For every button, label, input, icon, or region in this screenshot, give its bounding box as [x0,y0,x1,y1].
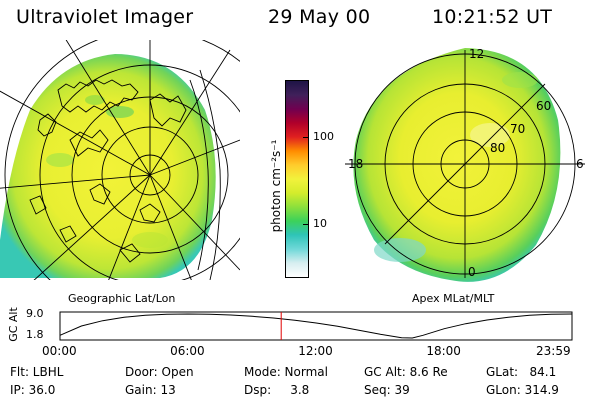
info-gain: Gain: 13 [125,383,176,397]
info-ip: IP: 36.0 [10,383,56,397]
apex-polar-plot: 12 18 6 0 60 70 80 Apex MLat/MLT [345,47,585,305]
date-label: 29 May 00 [268,6,371,28]
info-dsp: Dsp: 3.8 [244,383,310,397]
timeline-xtick-label: 23:59 [536,344,571,358]
mlt-label-6: 6 [576,157,584,171]
geo-panel-label: Geographic Lat/Lon [68,292,175,305]
mlat-label-70: 70 [510,122,525,136]
colorbar-tick-mark [303,136,309,138]
mlt-label-12: 12 [469,47,484,61]
instrument-title: Ultraviolet Imager [16,6,194,28]
timeline-xtick-label: 06:00 [170,344,205,358]
geographic-map: Geographic Lat/Lon [0,40,240,305]
info-glon: GLon: 314.9 [486,383,559,397]
info-seq: Seq: 39 [364,383,410,397]
colorbar-gradient [286,81,308,277]
colorbar-tick-label: 10 [313,216,327,230]
time-label: 10:21:52 UT [432,6,553,28]
altitude-curve [59,313,573,339]
info-glat: GLat: 84.1 [486,365,557,379]
info-gcalt: GC Alt: 8.6 Re [364,365,448,379]
mlt-label-18: 18 [348,157,363,171]
timeline-xtick-label: 00:00 [42,344,77,358]
info-mode: Mode: Normal [244,365,328,379]
timeline-xtick-label: 12:00 [298,344,333,358]
geo-emission-region [0,54,216,278]
info-door: Door: Open [125,365,194,379]
mlt-label-0: 0 [468,265,476,279]
colorbar-tick-mark [303,223,309,225]
mlat-label-80: 80 [490,141,505,155]
colorbar-unit-label: photon cm⁻²s⁻¹ [269,139,283,233]
colorbar-tick-label: 100 [313,129,334,143]
timeline-ymin-label: 1.8 [26,328,44,341]
timeline-ymax-label: 9.0 [26,307,44,320]
info-flt: Flt: LBHL [10,365,64,379]
apex-panel-label: Apex MLat/MLT [412,292,495,305]
timeline-xtick-label: 18:00 [426,344,461,358]
timeline-ylabel: GC Alt [6,307,20,342]
timeline-plot [59,311,573,341]
colorbar [285,80,309,278]
mlat-label-60: 60 [536,99,551,113]
